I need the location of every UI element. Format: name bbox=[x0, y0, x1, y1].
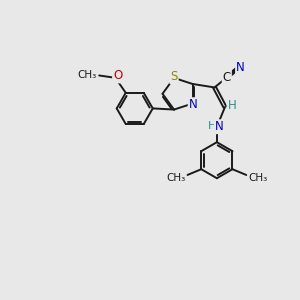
Text: N: N bbox=[215, 120, 224, 133]
Text: O: O bbox=[113, 69, 122, 82]
Text: N: N bbox=[236, 61, 245, 74]
Text: S: S bbox=[170, 70, 178, 83]
Text: H: H bbox=[227, 99, 236, 112]
Text: CH₃: CH₃ bbox=[166, 173, 186, 183]
Text: H: H bbox=[208, 121, 216, 130]
Text: CH₃: CH₃ bbox=[78, 70, 97, 80]
Text: N: N bbox=[189, 98, 197, 111]
Text: C: C bbox=[223, 70, 231, 83]
Text: CH₃: CH₃ bbox=[248, 173, 267, 183]
